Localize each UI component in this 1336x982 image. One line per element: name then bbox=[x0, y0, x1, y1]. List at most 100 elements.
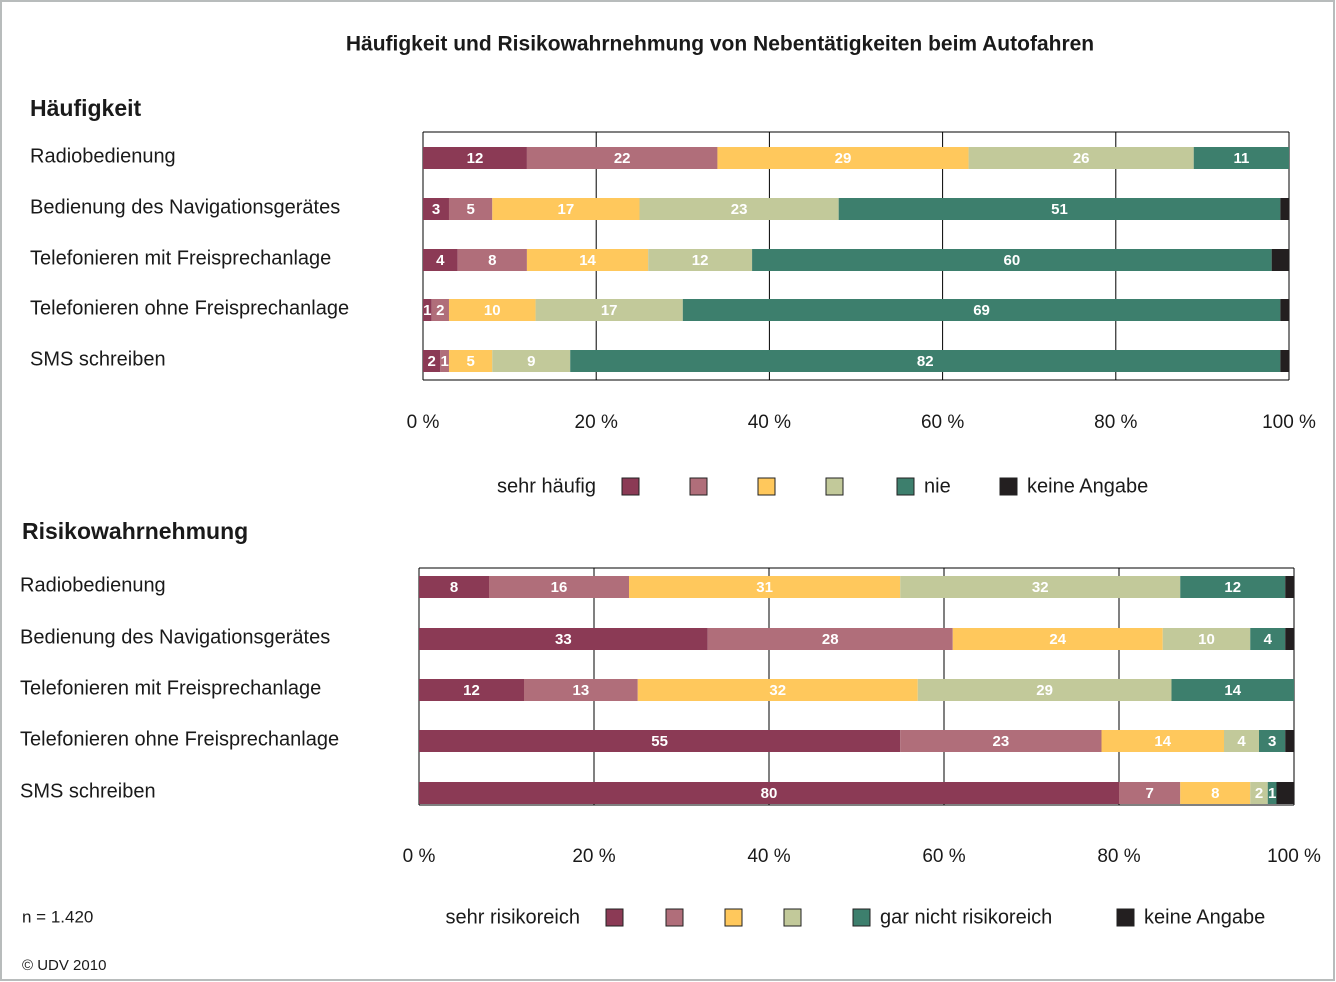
legend-swatch bbox=[783, 908, 802, 927]
value-label: 2 bbox=[436, 302, 444, 319]
bar-segment bbox=[838, 198, 1281, 220]
value-label: 32 bbox=[769, 682, 786, 699]
note: n = 1.420 bbox=[22, 907, 93, 926]
legend-swatch bbox=[852, 908, 871, 927]
bar-segment bbox=[648, 249, 753, 271]
category-label: Telefonieren ohne Freisprechanlage bbox=[20, 728, 339, 750]
category-label: Radiobedienung bbox=[20, 574, 166, 596]
bar-segment bbox=[1250, 782, 1268, 804]
bar-segment bbox=[492, 350, 571, 372]
value-label: 1 bbox=[423, 302, 431, 319]
x-tick-label: 40 % bbox=[748, 412, 791, 433]
value-label: 17 bbox=[558, 201, 575, 218]
bar-segment bbox=[629, 576, 901, 598]
value-label: 4 bbox=[1264, 631, 1273, 648]
value-label: 51 bbox=[1051, 201, 1068, 218]
value-label: 60 bbox=[1004, 252, 1021, 269]
x-tick-label: 80 % bbox=[1097, 846, 1140, 867]
legend-label: nie bbox=[924, 475, 951, 497]
x-tick-label: 40 % bbox=[747, 846, 790, 867]
bar-segment bbox=[1280, 350, 1289, 372]
category-label: Telefonieren ohne Freisprechanlage bbox=[30, 297, 349, 319]
category-label: SMS schreiben bbox=[20, 780, 156, 802]
bar-segment bbox=[1180, 576, 1286, 598]
bar-segment bbox=[952, 628, 1163, 650]
bar-segment bbox=[1180, 782, 1251, 804]
category-label: Telefonieren mit Freisprechanlage bbox=[20, 677, 321, 699]
value-label: 14 bbox=[1224, 682, 1241, 699]
bar-segment bbox=[440, 350, 449, 372]
legend-swatch bbox=[896, 477, 915, 496]
legend-swatch bbox=[724, 908, 743, 927]
legend-swatch bbox=[689, 477, 708, 496]
bar-segment bbox=[489, 576, 629, 598]
bar-segment bbox=[917, 679, 1172, 701]
bar-segment bbox=[900, 730, 1102, 752]
bar-segment bbox=[1285, 628, 1294, 650]
value-label: 5 bbox=[466, 353, 474, 370]
category-label: SMS schreiben bbox=[30, 348, 166, 370]
bar-segment bbox=[1280, 198, 1289, 220]
bar-segment bbox=[1276, 782, 1294, 804]
value-label: 9 bbox=[527, 353, 535, 370]
legend-label: sehr risikoreich bbox=[446, 906, 580, 928]
value-label: 82 bbox=[917, 353, 934, 370]
copyright: © UDV 2010 bbox=[22, 957, 106, 974]
bar-segment bbox=[448, 299, 536, 321]
value-label: 69 bbox=[973, 302, 990, 319]
value-label: 2 bbox=[1255, 785, 1263, 802]
bar-segment bbox=[900, 576, 1181, 598]
bar-segment bbox=[419, 730, 901, 752]
legend-label: sehr häufig bbox=[497, 475, 596, 497]
value-label: 55 bbox=[651, 733, 668, 750]
bar-segment bbox=[1280, 299, 1289, 321]
value-label: 3 bbox=[1268, 733, 1276, 750]
x-tick-label: 0 % bbox=[407, 412, 440, 433]
bar-segment bbox=[717, 147, 969, 169]
value-label: 33 bbox=[555, 631, 572, 648]
value-label: 12 bbox=[467, 150, 484, 167]
value-label: 1 bbox=[440, 353, 448, 370]
bar-segment bbox=[1193, 147, 1289, 169]
bar-segment bbox=[535, 299, 683, 321]
value-label: 10 bbox=[1198, 631, 1215, 648]
value-label: 3 bbox=[432, 201, 440, 218]
value-label: 4 bbox=[1237, 733, 1246, 750]
value-label: 23 bbox=[731, 201, 748, 218]
category-label: Bedienung des Navigationsgerätes bbox=[20, 626, 330, 648]
bar-segment bbox=[639, 198, 839, 220]
legend-swatch bbox=[757, 477, 776, 496]
value-label: 4 bbox=[436, 252, 445, 269]
bar-segment bbox=[1271, 249, 1289, 271]
x-tick-label: 60 % bbox=[921, 412, 964, 433]
legend-swatch bbox=[665, 908, 684, 927]
bar-segment bbox=[1285, 730, 1294, 752]
bar-segment bbox=[423, 299, 432, 321]
subtitle: Häufigkeit bbox=[30, 95, 142, 121]
bar-segment bbox=[448, 350, 493, 372]
value-label: 13 bbox=[573, 682, 590, 699]
x-tick-label: 0 % bbox=[403, 846, 436, 867]
value-label: 26 bbox=[1073, 150, 1090, 167]
bar-segment bbox=[1119, 782, 1181, 804]
bar-segment bbox=[524, 679, 638, 701]
value-label: 14 bbox=[579, 252, 596, 269]
value-label: 22 bbox=[614, 150, 631, 167]
bar-segment bbox=[637, 679, 918, 701]
legend-swatch bbox=[621, 477, 640, 496]
category-label: Telefonieren mit Freisprechanlage bbox=[30, 247, 331, 269]
bar-segment bbox=[526, 147, 718, 169]
bar-segment bbox=[1224, 730, 1259, 752]
bar-segment bbox=[682, 299, 1281, 321]
value-label: 12 bbox=[1224, 579, 1241, 596]
value-label: 17 bbox=[601, 302, 618, 319]
value-label: 31 bbox=[756, 579, 773, 596]
bar-segment bbox=[526, 249, 649, 271]
x-tick-label: 100 % bbox=[1262, 412, 1316, 433]
legend-swatch bbox=[605, 908, 624, 927]
bar-segment bbox=[423, 147, 527, 169]
bar-segment bbox=[423, 249, 458, 271]
legend-label: keine Angabe bbox=[1027, 475, 1148, 497]
value-label: 8 bbox=[1211, 785, 1219, 802]
